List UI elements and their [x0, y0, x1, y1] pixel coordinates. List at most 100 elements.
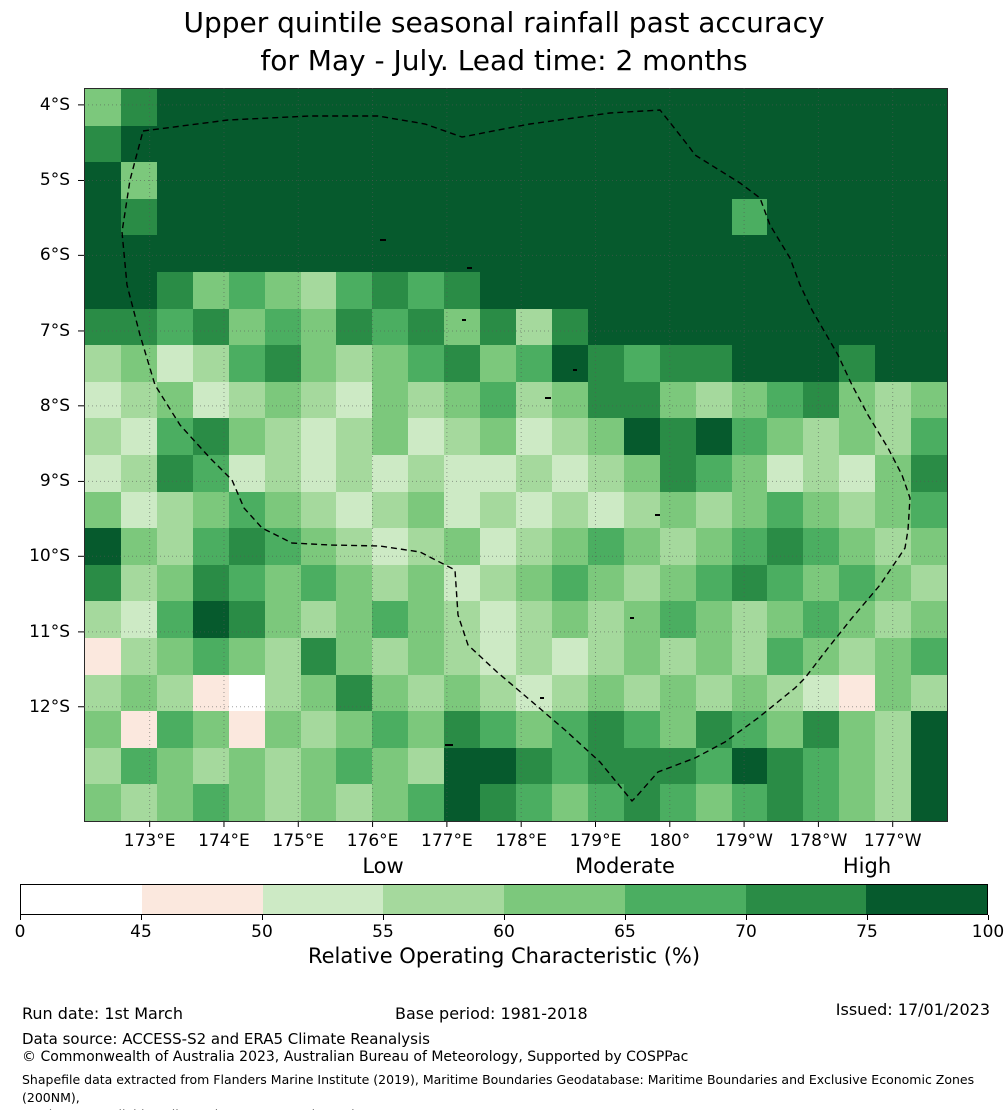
heatmap-cell: [695, 381, 732, 419]
heatmap-cell: [480, 564, 516, 602]
heatmap-cell: [408, 711, 445, 748]
heatmap-cell: [695, 235, 732, 272]
colorbar-segment: [624, 885, 746, 914]
heatmap-cell: [372, 601, 409, 638]
heatmap-cell: [228, 381, 265, 419]
heatmap-cell: [767, 271, 804, 309]
heatmap-cell: [444, 747, 481, 785]
heatmap-cell: [300, 747, 337, 785]
heatmap-cell: [120, 637, 157, 675]
heatmap-cell: [839, 345, 876, 382]
heatmap-cell: [911, 528, 947, 565]
heatmap-cell: [767, 125, 804, 163]
colorbar-tick-mark: [746, 915, 747, 920]
heatmap-cell: [659, 454, 696, 492]
heatmap-cell: [480, 125, 516, 163]
heatmap-cell: [803, 381, 840, 419]
heatmap-cell: [659, 674, 696, 712]
heatmap-cell: [587, 528, 624, 565]
heatmap-cell: [659, 381, 696, 419]
heatmap-cell: [480, 235, 516, 272]
heatmap-cell: [587, 345, 624, 382]
x-axis-tick-label: 177°W: [863, 831, 922, 851]
y-axis-tick-label: 7°S: [39, 320, 70, 341]
heatmap-cell: [192, 235, 229, 272]
heatmap-cell: [300, 198, 337, 236]
run-date-text: Run date: 1st March: [22, 1004, 183, 1023]
heatmap-cell: [803, 89, 840, 126]
heatmap-cell: [695, 125, 732, 163]
heatmap-cell: [623, 125, 660, 163]
heatmap-cell: [623, 491, 660, 529]
heatmap-cell: [767, 564, 804, 602]
heatmap-cell: [444, 601, 481, 638]
shapefile-attribution-text: Shapefile data extracted from Flanders M…: [22, 1071, 1002, 1110]
heatmap-cell: [911, 89, 947, 126]
heatmap-cell: [300, 89, 337, 126]
heatmap-cell: [516, 528, 552, 565]
chart-title: Upper quintile seasonal rainfall past ac…: [0, 4, 1008, 80]
x-axis-tick-label: 174°E: [198, 831, 250, 851]
heatmap-cell: [408, 747, 445, 785]
heatmap-cell: [911, 564, 947, 602]
heatmap-cell: [408, 637, 445, 675]
heatmap-cell: [803, 198, 840, 236]
heatmap-cell: [623, 418, 660, 455]
heatmap-cell: [156, 381, 193, 419]
heatmap-cell: [695, 784, 732, 821]
heatmap-cell: [264, 271, 301, 309]
heatmap-cell: [551, 601, 588, 638]
heatmap-cell: [516, 345, 552, 382]
heatmap-cell: [480, 345, 516, 382]
heatmap-cell: [623, 564, 660, 602]
heatmap-cell: [408, 235, 445, 272]
heatmap-cell: [731, 674, 768, 712]
heatmap-cell: [695, 674, 732, 712]
heatmap-cell: [587, 674, 624, 712]
heatmap-cell: [300, 637, 337, 675]
heatmap-cell: [156, 674, 193, 712]
heatmap-cell: [839, 308, 876, 346]
heatmap-cell: [264, 637, 301, 675]
heatmap-cell: [516, 637, 552, 675]
heatmap-cell: [372, 345, 409, 382]
heatmap-cell: [587, 784, 624, 821]
colorbar: [20, 884, 988, 915]
heatmap-cell: [767, 381, 804, 419]
heatmap-cell: [911, 637, 947, 675]
heatmap-cell: [695, 198, 732, 236]
heatmap-cell: [911, 345, 947, 382]
heatmap-cell: [336, 381, 373, 419]
heatmap-cell: [911, 271, 947, 309]
heatmap-cell: [695, 491, 732, 529]
heatmap-cell: [156, 125, 193, 163]
heatmap-cell: [659, 418, 696, 455]
y-axis-tick-label: 12°S: [29, 696, 70, 717]
colorbar-tick-label: 0: [14, 922, 26, 942]
heatmap-cell: [731, 528, 768, 565]
heatmap-cell: [911, 747, 947, 785]
colorbar-tick-mark: [504, 915, 505, 920]
heatmap-cell: [551, 674, 588, 712]
heatmap-cell: [551, 345, 588, 382]
heatmap-cell: [228, 528, 265, 565]
heatmap-cell: [551, 528, 588, 565]
heatmap-cell: [336, 528, 373, 565]
heatmap-cell: [156, 711, 193, 748]
heatmap-cell: [803, 491, 840, 529]
heatmap-cell: [264, 674, 301, 712]
colorbar-segment: [745, 885, 867, 914]
colorbar-ticks: 0 45 50 55 60 65 70 75 100: [15, 915, 1004, 947]
heatmap-cell: [551, 381, 588, 419]
label-low: Low: [362, 854, 404, 878]
heatmap-cell: [264, 162, 301, 199]
heatmap-cell: [659, 784, 696, 821]
heatmap-cell: [875, 747, 912, 785]
heatmap-cell: [300, 271, 337, 309]
heatmap-cell: [120, 271, 157, 309]
heatmap-cell: [444, 235, 481, 272]
heatmap-cell: [839, 747, 876, 785]
heatmap-cell: [408, 418, 445, 455]
heatmap-cell: [767, 528, 804, 565]
heatmap-cell: [803, 345, 840, 382]
